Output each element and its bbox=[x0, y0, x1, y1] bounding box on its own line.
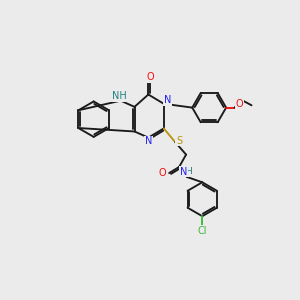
Text: N: N bbox=[180, 167, 188, 176]
Text: N: N bbox=[164, 95, 171, 105]
Text: N: N bbox=[145, 136, 152, 146]
Text: H: H bbox=[185, 167, 192, 176]
Text: S: S bbox=[176, 136, 182, 146]
Text: O: O bbox=[146, 72, 154, 82]
Text: NH: NH bbox=[112, 91, 127, 101]
Text: O: O bbox=[236, 99, 243, 109]
Text: O: O bbox=[158, 168, 166, 178]
Text: Cl: Cl bbox=[197, 226, 207, 236]
